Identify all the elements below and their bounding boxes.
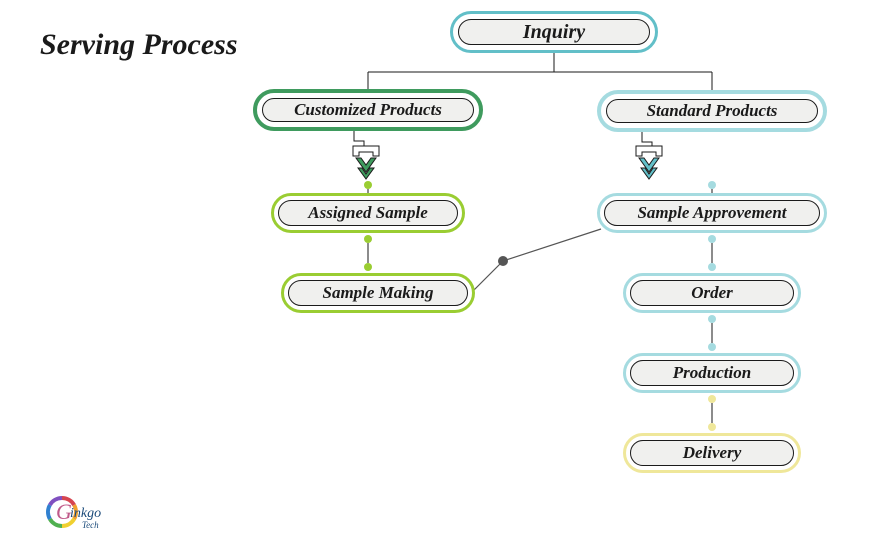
brand-logo: GinkgoTech bbox=[46, 484, 116, 537]
node-inquiry: Inquiry bbox=[458, 19, 650, 45]
node-assigned: Assigned Sample bbox=[278, 200, 458, 226]
page-title: Serving Process bbox=[40, 28, 238, 62]
node-delivery: Delivery bbox=[630, 440, 794, 466]
node-order: Order bbox=[630, 280, 794, 306]
node-sampmake: Sample Making bbox=[288, 280, 468, 306]
node-sampapp: Sample Approvement bbox=[604, 200, 820, 226]
svg-text:inkgo: inkgo bbox=[70, 506, 101, 521]
svg-text:Tech: Tech bbox=[82, 520, 99, 530]
node-standard: Standard Products bbox=[606, 99, 818, 123]
node-custom: Customized Products bbox=[262, 98, 474, 122]
node-production: Production bbox=[630, 360, 794, 386]
